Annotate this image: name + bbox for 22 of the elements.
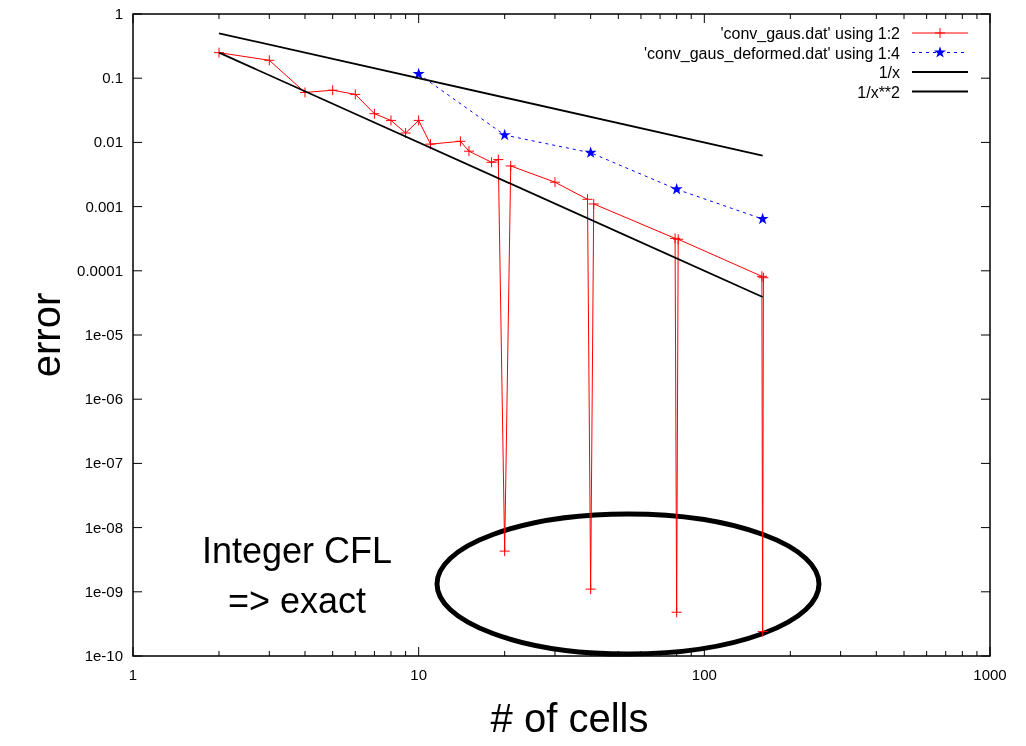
legend-label: 'conv_gaus.dat' using 1:2 (720, 25, 901, 43)
x-tick-label: 10 (410, 666, 428, 683)
y-tick-label: 0.0001 (77, 261, 123, 279)
annotation: Integer CFL => exact (201, 530, 393, 621)
y-tick-label: 1e-06 (84, 390, 123, 408)
legend-label: 'conv_gaus_deformed.dat' using 1:4 (643, 44, 901, 63)
y-tick-label: 1e-10 (84, 647, 123, 664)
x-tick-label: 1000 (973, 666, 1007, 683)
x-tick-label: 1 (128, 666, 138, 683)
y-tick-label: 1e-07 (84, 454, 123, 472)
legend-label: 1/x (878, 64, 900, 81)
y-axis-title: error (24, 292, 68, 378)
y-tick-label: 1e-08 (84, 518, 123, 536)
y-tick-label: 0.01 (93, 133, 123, 151)
y-tick-label: 1e-05 (84, 326, 123, 343)
y-tick-label: 0.001 (85, 197, 123, 215)
y-tick-label: 1e-09 (84, 582, 123, 600)
y-tick-label: 0.1 (102, 69, 123, 87)
x-tick-label: 100 (691, 666, 717, 683)
y-tick-label: 1 (114, 5, 123, 22)
legend-label: 1/x**2 (857, 83, 901, 101)
x-axis-title: # of cells (490, 696, 649, 740)
